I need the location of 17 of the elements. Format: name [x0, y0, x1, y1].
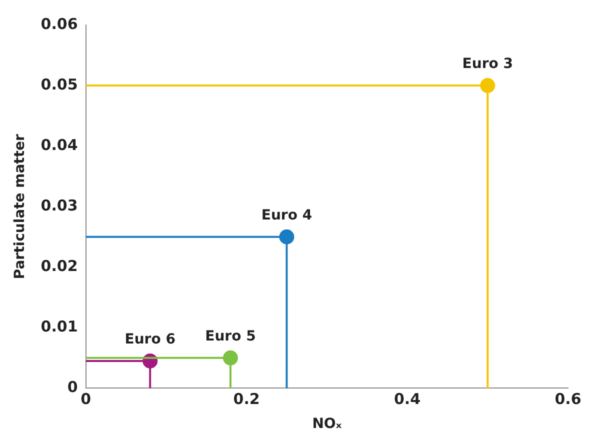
series-label: Euro 3	[462, 56, 513, 72]
x-tick-label: 0.2	[233, 390, 260, 408]
series-label: Euro 4	[261, 208, 312, 224]
x-tick-label: 0.4	[394, 390, 421, 408]
series-label: Euro 6	[124, 332, 176, 348]
y-tick-label: 0.04	[40, 136, 78, 154]
x-tick-label: 0.6	[554, 390, 582, 408]
x-axis-title: NOₓ	[312, 416, 342, 432]
y-tick-label: 0	[67, 378, 78, 396]
series-label: Euro 5	[205, 328, 256, 345]
x-tick-label: 0	[80, 390, 92, 408]
y-tick-label: 0.02	[40, 257, 78, 276]
y-tick-label: 0.01	[40, 318, 78, 336]
y-tick-label: 0.05	[40, 75, 78, 94]
y-tick-label: 0.03	[40, 196, 78, 214]
y-axis-title: Particulate matter	[12, 134, 28, 280]
y-tick-label: 0.06	[40, 14, 78, 33]
